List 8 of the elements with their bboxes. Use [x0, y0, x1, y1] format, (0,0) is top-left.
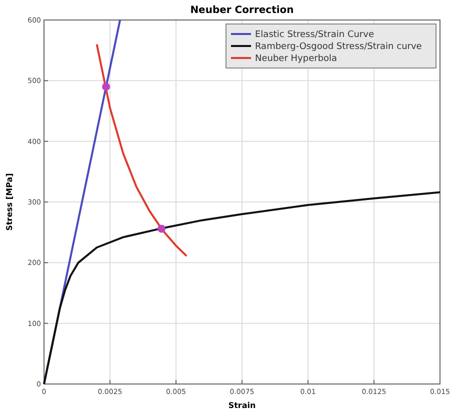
chart-title: Neuber Correction	[190, 5, 294, 16]
legend-label: Neuber Hyperbola	[255, 54, 338, 64]
x-axis-title: Strain	[228, 401, 256, 410]
line-series	[96, 43, 188, 257]
line-series	[43, 191, 441, 385]
legend-label: Ramberg-Osgood Stress/Strain curve	[255, 42, 422, 52]
legend-label: Elastic Stress/Strain Curve	[255, 30, 374, 40]
y-axis-title: Stress [MPa]	[5, 173, 14, 231]
